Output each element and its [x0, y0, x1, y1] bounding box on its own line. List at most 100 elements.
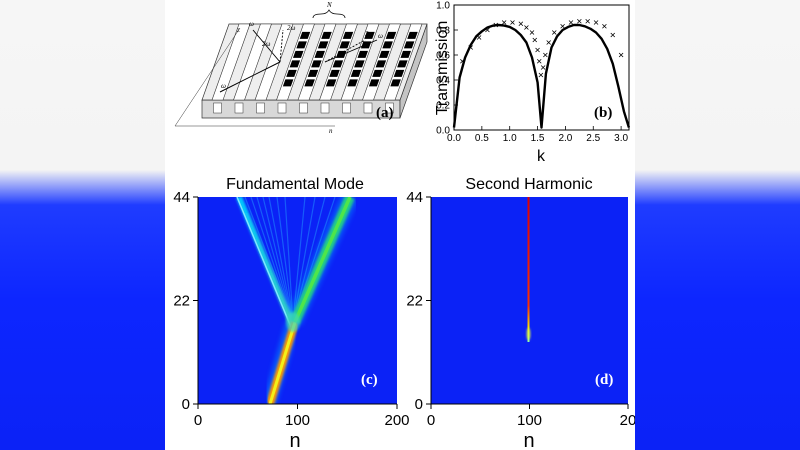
plot-c-interaction-region: [286, 312, 300, 332]
array-cell: [368, 79, 380, 87]
arrow-2omega-left: [279, 29, 284, 63]
plot-b-cross-point: [568, 20, 574, 25]
array-cell: [400, 50, 411, 58]
plot-b-cross-point: [551, 30, 557, 35]
z-axis-line: [174, 27, 241, 127]
plot-b-frame: [453, 4, 630, 131]
plot-c-beams: [236, 197, 359, 404]
array-cell: [347, 79, 358, 87]
omega-label-4: ω: [249, 20, 254, 28]
plot-c-side-lobe: [262, 197, 294, 323]
ridge: [211, 23, 251, 101]
panel-c-label: (c): [361, 372, 378, 388]
ridge-notch: [234, 102, 244, 114]
array-cell: [282, 79, 294, 87]
plot-c-ytick-label: 22: [173, 293, 190, 310]
array-cell: [325, 79, 337, 87]
plot-c-side-lobe: [268, 197, 294, 323]
ridge-notch: [213, 102, 222, 114]
plot-d-title: Second Harmonic: [465, 176, 592, 193]
omega-label-1: ω: [221, 82, 226, 90]
plot-b-ylabel: Transmission: [434, 21, 451, 116]
array-cell: [372, 69, 383, 77]
panel-a-schematic: N z n ω 2ω 2ω ω ω 2ω (a): [174, 1, 428, 135]
plot-b-cross-point: [460, 58, 465, 64]
plot-b-cross-point: [468, 45, 473, 50]
array-cell: [339, 41, 350, 49]
plot-b-cross-point: [518, 21, 524, 27]
plot-b-xtick-label: 1.5: [531, 133, 545, 144]
n-top-label: N: [326, 1, 332, 9]
plot-b-cross-point: [476, 35, 482, 40]
plot-d-xtick-label: 20: [620, 412, 635, 429]
array-cell: [329, 69, 340, 77]
plot-c-xlabel: n: [289, 430, 300, 450]
plot-d-xtick-label: 100: [517, 412, 542, 429]
plot-b-cross-point: [524, 25, 529, 30]
array-brace: [312, 9, 346, 19]
array-cells: [282, 31, 418, 87]
plot-c-side-lobe: [284, 197, 294, 323]
plot-c-side-lobe: [250, 197, 294, 323]
plot-b-xtick-label: 2.0: [558, 133, 572, 144]
array-cell: [390, 79, 401, 87]
plot-b-cross-point: [529, 30, 535, 35]
array-cell: [385, 31, 397, 39]
omega-label-2: 2ω: [287, 24, 296, 32]
plot-c-title: Fundamental Mode: [226, 176, 364, 193]
array-cell: [296, 41, 307, 49]
plot-b-ticks: 0.0 0.5 1.0 1.5 2.0 2.5 3.0 0.0 0.2 0.4 0.6 0.8 1.0: [436, 1, 628, 145]
plot-c-xtick-label: 0: [194, 412, 202, 429]
plot-b-cross-point: [485, 27, 490, 33]
array-cell: [364, 31, 375, 39]
array-cell: [321, 31, 332, 39]
n-axis-label: n: [329, 127, 333, 135]
plot-c-ytick-label: 44: [173, 189, 190, 206]
array-cell: [403, 41, 415, 49]
plot-c-reflected-beam: [236, 197, 296, 329]
plot-c-side-lobe: [256, 197, 294, 323]
ridge-notch: [299, 102, 308, 114]
plot-b-cross-point: [577, 18, 582, 24]
plot-b-ytick-label: 0.8: [436, 26, 450, 37]
array-cell: [299, 31, 311, 39]
plot-c-ticks: 0 100 200 0 22 44: [173, 189, 409, 429]
ridge-notch: [363, 102, 373, 114]
array-cell: [375, 60, 387, 68]
plot-b-xtick-label: 3.0: [614, 133, 628, 144]
arrow-omega-left: [252, 29, 281, 63]
plot-b-cross-point: [543, 52, 548, 58]
array-cell: [354, 60, 365, 68]
plot-d-ytick-label: 22: [406, 293, 423, 310]
plot-b-xtick-label: 0.0: [447, 133, 461, 144]
plot-b-cross-point: [510, 20, 515, 25]
plot-d-harmonic-onset: [526, 328, 531, 340]
array-cell: [286, 69, 297, 77]
ridge-notch: [256, 102, 265, 114]
plot-b-line-series: [452, 23, 631, 129]
plot-b-cross-point: [493, 22, 499, 28]
array-cell: [382, 41, 393, 49]
figure: N z n ω 2ω 2ω ω ω 2ω (a) 0.0 0.5 1.0 1.5 2.0…: [165, 0, 635, 450]
plot-b-cross-point: [532, 37, 538, 43]
plot-b-xtick-label: 2.5: [586, 133, 600, 144]
array-cell: [397, 60, 408, 68]
plot-b-cross-point: [538, 72, 544, 78]
array-cell: [292, 50, 304, 58]
array-cell: [314, 50, 325, 58]
array-cell: [407, 31, 418, 39]
plot-b-xtick-label: 0.5: [475, 133, 489, 144]
arrow-omega-right: [324, 39, 378, 63]
plot-b-cross-point: [560, 23, 565, 29]
plot-b-ytick-label: 0.4: [436, 76, 450, 87]
array-cell: [342, 31, 354, 39]
plot-b-cross-point: [593, 20, 599, 25]
plot-b-ytick-label: 1.0: [436, 1, 450, 12]
array-cell: [317, 41, 329, 49]
panel-c-fundamental-mode: Fundamental Mode 0 100 200 0 22 44 (c) n: [173, 176, 409, 450]
plot-c-incident-beam-core: [268, 321, 297, 404]
plot-d-xtick-label: 0: [427, 412, 435, 429]
ridge: [254, 23, 294, 101]
plot-b-cross-point: [540, 65, 546, 70]
